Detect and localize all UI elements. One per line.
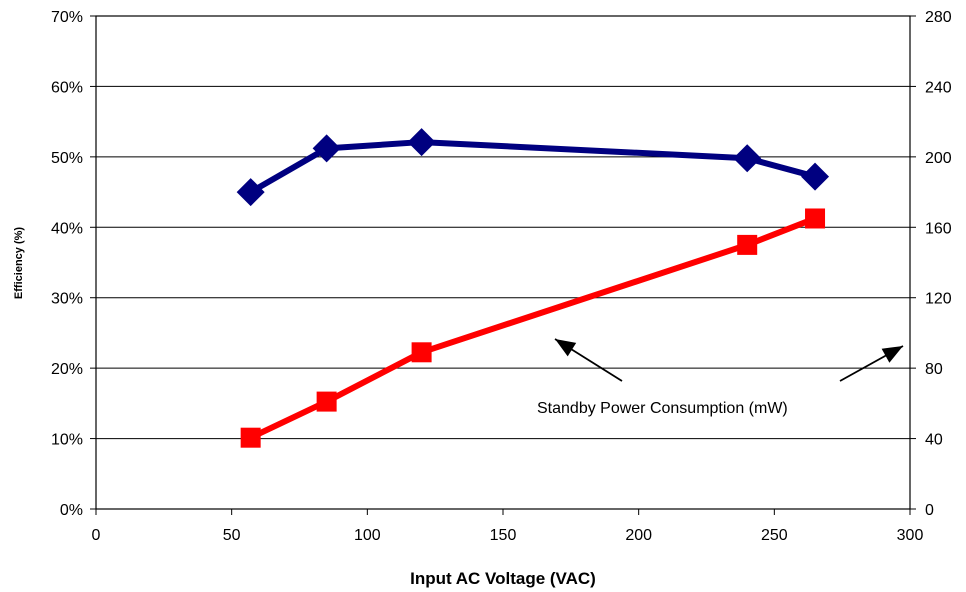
data-point — [312, 134, 341, 163]
data-point — [407, 128, 436, 157]
x-axis-title: Input AC Voltage (VAC) — [410, 569, 596, 588]
data-point — [316, 391, 337, 412]
data-point — [411, 342, 432, 363]
y2-tick-label: 120 — [925, 291, 952, 308]
y2-tick-label: 80 — [925, 361, 943, 378]
grid — [96, 85, 910, 440]
y-tick-label: 0% — [60, 502, 83, 519]
series — [236, 128, 830, 448]
y2-tick-label: 280 — [925, 9, 952, 26]
annotation: Standby Power Consumption (mW) — [537, 338, 904, 417]
y-tick-label: 10% — [51, 432, 83, 449]
axis-ticks: 0% 10% 20% 30% 40% 50% 60% 70% 0 40 80 120 160 200 240… — [51, 9, 952, 544]
y-tick-label: 30% — [51, 291, 83, 308]
y2-tick-label: 160 — [925, 220, 952, 237]
plot-area — [95, 15, 911, 510]
data-point — [737, 234, 758, 255]
data-point — [733, 144, 762, 173]
data-point — [801, 162, 830, 191]
series-square — [240, 208, 826, 448]
annotation-arrowhead — [555, 339, 577, 357]
standby-power-annotation: Standby Power Consumption (mW) — [537, 400, 788, 417]
y2-tick-label: 240 — [925, 79, 952, 96]
y-tick-label: 40% — [51, 220, 83, 237]
x-tick-label: 250 — [761, 527, 788, 544]
data-point — [240, 427, 261, 448]
x-tick-label: 200 — [625, 527, 652, 544]
y2-tick-label: 200 — [925, 150, 952, 167]
y-tick-label: 20% — [51, 361, 83, 378]
y-tick-label: 60% — [51, 79, 83, 96]
data-point — [805, 208, 826, 229]
x-tick-label: 300 — [897, 527, 924, 544]
x-tick-label: 50 — [223, 527, 241, 544]
y-axis-title: Efficiency (%) — [13, 227, 25, 299]
y-tick-label: 50% — [51, 150, 83, 167]
y-tick-label: 70% — [51, 9, 83, 26]
series-diamond — [236, 128, 830, 207]
y2-tick-label: 0 — [925, 502, 934, 519]
x-tick-label: 100 — [354, 527, 381, 544]
data-point — [236, 178, 265, 207]
annotation-arrowhead — [881, 346, 903, 363]
x-tick-label: 0 — [92, 527, 101, 544]
y2-tick-label: 40 — [925, 432, 943, 449]
x-tick-label: 150 — [490, 527, 517, 544]
